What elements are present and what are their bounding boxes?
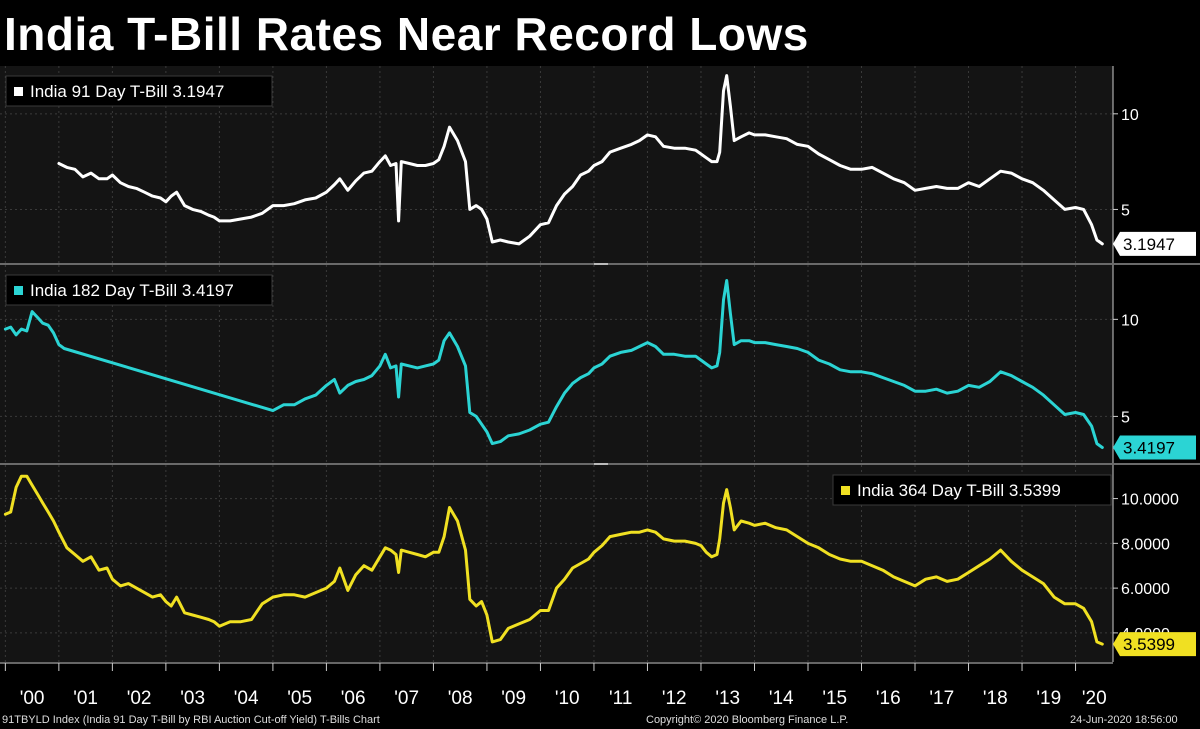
x-tick-label: '20: [1082, 688, 1107, 709]
legend-label: India 364 Day T-Bill 3.5399: [857, 481, 1061, 500]
series-line-1: [57, 74, 1104, 246]
x-tick-label: '07: [394, 688, 419, 709]
y-tick-label: 5: [1121, 202, 1130, 219]
last-value-tag: 3.4197: [1113, 435, 1196, 460]
legend-swatch: [841, 486, 850, 495]
x-tick-label: '06: [341, 688, 366, 709]
x-tick-label: '03: [180, 688, 205, 709]
x-tick-label: '14: [769, 688, 794, 709]
y-tick-label: 6.0000: [1121, 581, 1170, 598]
legend-label: India 91 Day T-Bill 3.1947: [30, 82, 224, 101]
legend-box: [832, 474, 1112, 506]
y-tick-label: 10: [1121, 107, 1139, 124]
x-tick-label: '19: [1036, 688, 1061, 709]
x-tick-label: '18: [983, 688, 1008, 709]
panel-2: 5 10 3.4197 India 182 Day T-Bill 3.4197: [0, 265, 1196, 463]
series-line-2: [3, 279, 1104, 449]
series-line-3: [3, 474, 1104, 646]
x-tick-label: '04: [234, 688, 259, 709]
x-tick-label: '15: [822, 688, 847, 709]
last-value-tag: 3.1947: [1113, 231, 1196, 256]
x-tick-label: '08: [448, 688, 473, 709]
legend-1: India 91 Day T-Bill 3.1947: [5, 75, 273, 107]
legend-label: India 182 Day T-Bill 3.4197: [30, 281, 234, 300]
x-tick-label: '02: [127, 688, 152, 709]
last-value-box: [1113, 632, 1196, 657]
y-tick-label: 8.0000: [1121, 536, 1170, 553]
last-value-label: 3.5399: [1123, 635, 1175, 654]
footer-source: 91TBYLD Index (India 91 Day T-Bill by RB…: [2, 714, 380, 726]
y-tick-label: 5: [1121, 409, 1130, 426]
last-value-label: 3.4197: [1123, 438, 1175, 457]
legend-3: India 364 Day T-Bill 3.5399: [832, 474, 1112, 506]
legend-box: [5, 75, 273, 107]
chart-title: India T-Bill Rates Near Record Lows: [4, 8, 809, 60]
legend-swatch: [14, 87, 23, 96]
x-tick-label: '16: [876, 688, 901, 709]
y-tick-label: 10.0000: [1121, 492, 1179, 509]
y-tick-label: 10: [1121, 312, 1139, 329]
legend-box: [5, 274, 273, 306]
x-tick-label: '11: [609, 688, 632, 709]
x-tick-label: '12: [662, 688, 687, 709]
x-tick-label: '13: [715, 688, 740, 709]
footer-copyright: Copyright© 2020 Bloomberg Finance L.P.: [646, 714, 849, 726]
x-tick-label: '05: [287, 688, 312, 709]
x-tick-label: '00: [20, 688, 45, 709]
last-value-tag: 3.5399: [1113, 632, 1196, 657]
legend-swatch: [14, 286, 23, 295]
legend-2: India 182 Day T-Bill 3.4197: [5, 274, 273, 306]
footer-timestamp: 24-Jun-2020 18:56:00: [1070, 714, 1178, 726]
last-value-box: [1113, 435, 1196, 460]
x-tick-label: '09: [501, 688, 526, 709]
x-tick-label: '01: [73, 688, 98, 709]
panel-1: 5 10 3.1947 India 91 Day T-Bill 3.1947: [0, 66, 1196, 263]
last-value-box: [1113, 231, 1196, 256]
x-tick-label: '17: [929, 688, 954, 709]
last-value-label: 3.1947: [1123, 235, 1175, 254]
x-tick-label: '10: [555, 688, 580, 709]
